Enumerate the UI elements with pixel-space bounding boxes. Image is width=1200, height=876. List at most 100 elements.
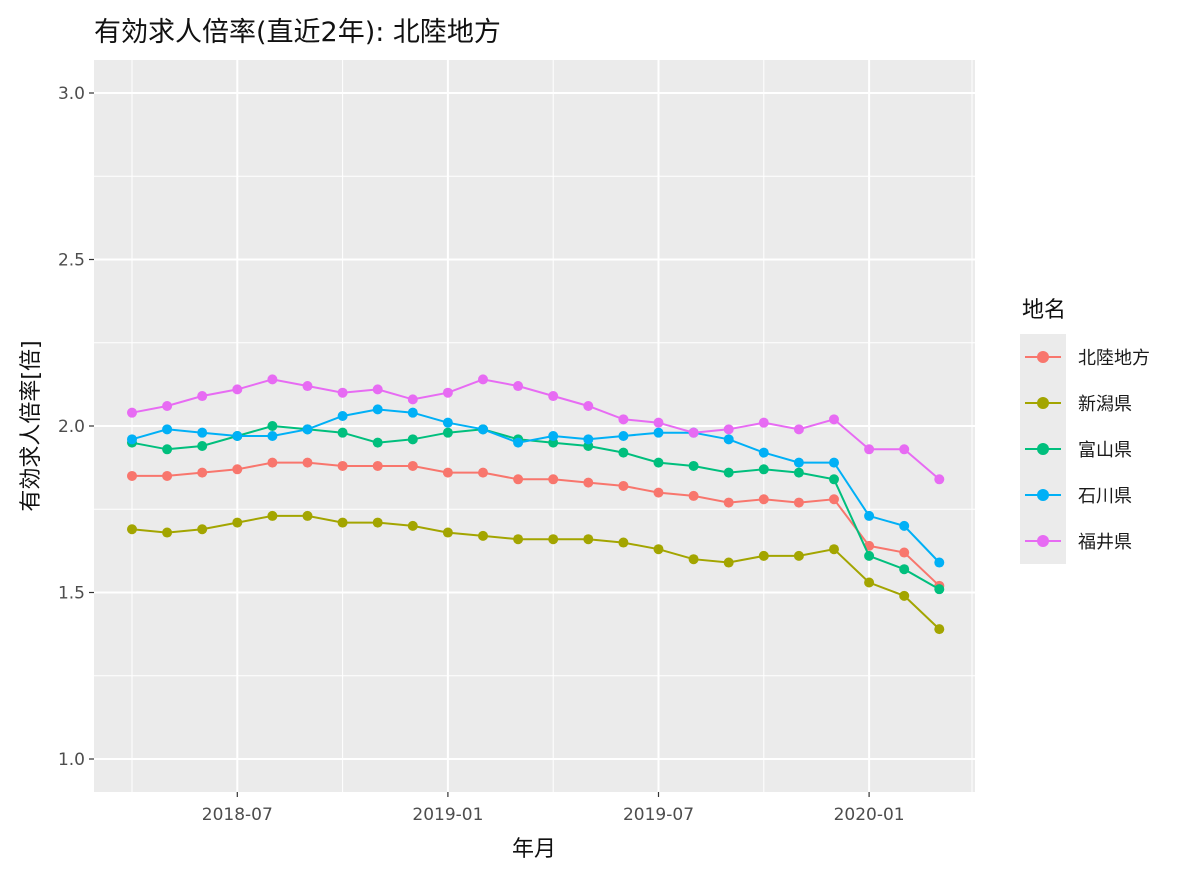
legend-item: 北陸地方: [1020, 334, 1150, 380]
data-point: [302, 457, 313, 468]
series-line: [131, 424, 940, 591]
legend-items: 北陸地方 新潟県 富山県 石川県 福井県: [1020, 334, 1150, 564]
y-tick-label: 2.5: [58, 251, 85, 271]
data-point: [478, 424, 488, 435]
data-point: [548, 391, 559, 402]
data-point: [337, 517, 348, 528]
data-point: [899, 564, 910, 575]
data-point: [197, 391, 208, 402]
data-point: [337, 460, 348, 471]
data-point: [899, 520, 910, 531]
series-福井県: [127, 374, 945, 485]
data-point: [407, 460, 418, 471]
data-point: [513, 474, 524, 485]
y-axis-title: 有効求人倍率[倍]: [19, 340, 44, 511]
y-tick-label: 1.0: [58, 750, 85, 770]
data-point: [407, 407, 418, 418]
data-point: [583, 401, 594, 412]
data-point: [618, 537, 629, 548]
data-point: [337, 411, 348, 422]
data-point: [758, 464, 769, 475]
data-point: [548, 534, 559, 545]
data-point: [723, 497, 734, 508]
data-point: [302, 424, 313, 435]
data-point: [793, 467, 804, 478]
legend-key: [1020, 518, 1066, 564]
data-point: [372, 404, 383, 415]
data-point: [548, 474, 559, 485]
data-point: [583, 434, 594, 445]
x-axis-title: 年月: [512, 837, 556, 862]
data-point: [442, 527, 453, 538]
legend-label: 富山県: [1078, 440, 1132, 461]
legend-key-dot: [1037, 351, 1049, 363]
data-point: [688, 427, 699, 438]
data-point: [442, 387, 453, 398]
data-point: [267, 457, 278, 468]
data-point: [162, 444, 173, 455]
data-point: [758, 494, 769, 505]
data-point: [127, 470, 137, 481]
data-point: [197, 524, 208, 535]
data-point: [442, 417, 453, 428]
data-point: [583, 477, 594, 488]
data-point: [232, 464, 243, 475]
data-point: [232, 384, 243, 395]
data-point: [372, 384, 383, 395]
data-point: [267, 421, 278, 431]
data-point: [618, 447, 629, 458]
legend-label: 北陸地方: [1078, 348, 1150, 369]
data-point: [864, 577, 875, 588]
y-tick-label: 2.0: [58, 417, 85, 437]
data-point: [899, 590, 910, 601]
data-point: [758, 447, 769, 458]
data-point: [162, 401, 173, 412]
y-axis: 1.0 1.5 2.0 2.5 3.0: [58, 84, 94, 770]
legend-item: 富山県: [1020, 426, 1150, 472]
series-富山県: [127, 421, 945, 595]
x-tick-label: 2019-01: [412, 805, 483, 825]
data-point: [829, 474, 839, 485]
legend-key: [1020, 472, 1066, 518]
data-point: [513, 381, 524, 392]
legend-label: 石川県: [1078, 486, 1132, 507]
data-point: [688, 554, 699, 565]
x-tick-label: 2020-01: [834, 805, 905, 825]
data-point: [372, 460, 383, 471]
data-point: [583, 534, 594, 545]
legend-label: 新潟県: [1078, 394, 1132, 415]
data-point: [197, 427, 208, 438]
legend-key: [1020, 334, 1066, 380]
data-point: [407, 520, 418, 531]
data-point: [267, 510, 278, 521]
data-point: [162, 424, 173, 435]
data-point: [829, 457, 839, 468]
data-point: [934, 557, 945, 568]
data-point: [162, 470, 173, 481]
data-point: [688, 490, 699, 501]
data-point: [653, 487, 664, 498]
chart-title: 有効求人倍率(直近2年): 北陸地方: [94, 17, 501, 48]
y-tick-label: 1.5: [58, 584, 85, 604]
legend-key: [1020, 426, 1066, 472]
data-point: [232, 517, 243, 528]
data-point: [127, 524, 137, 535]
series-line: [132, 461, 940, 587]
series-石川県: [127, 404, 945, 568]
data-point: [864, 510, 875, 521]
data-point: [337, 387, 348, 398]
data-point: [197, 440, 208, 451]
legend-item: 石川県: [1020, 472, 1150, 518]
data-point: [442, 427, 453, 438]
data-point: [127, 434, 137, 445]
data-point: [864, 550, 875, 561]
data-point: [934, 584, 945, 595]
data-point: [407, 434, 418, 445]
legend-key-dot: [1037, 443, 1049, 455]
data-point: [829, 544, 839, 555]
data-point: [653, 544, 664, 555]
series-line: [131, 408, 941, 564]
x-axis: 2018-07 2019-01 2019-07 2020-01: [202, 792, 905, 825]
series-line: [131, 514, 940, 630]
data-point: [653, 427, 664, 438]
